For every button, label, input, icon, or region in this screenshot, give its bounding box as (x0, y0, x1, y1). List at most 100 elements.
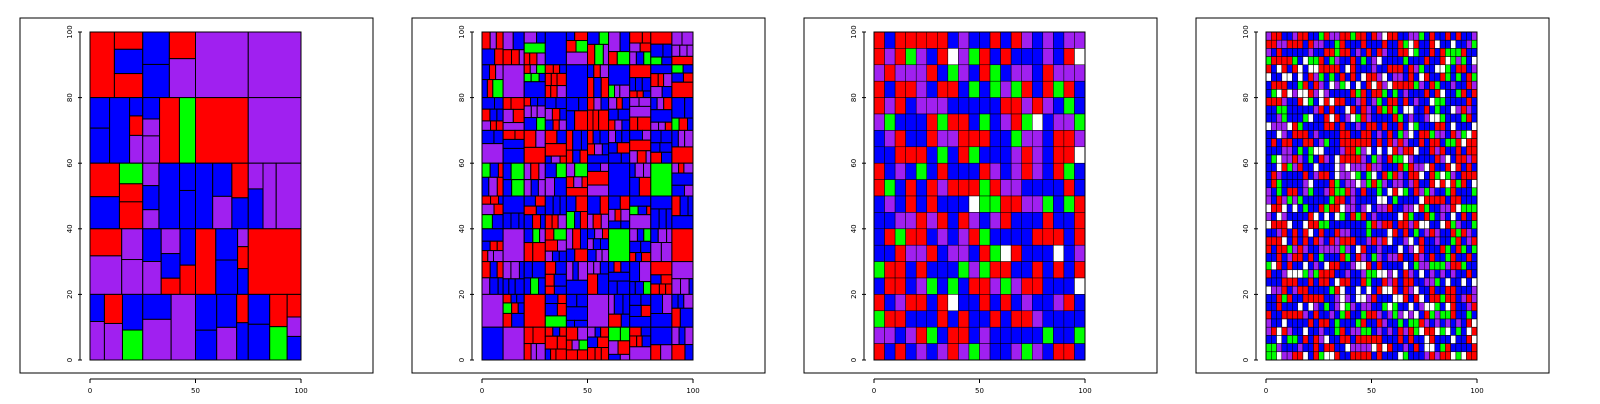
heatmap-cell (565, 279, 589, 295)
heatmap-cell (1350, 335, 1356, 344)
heatmap-cell (1286, 171, 1293, 180)
heatmap-cell (1265, 31, 1272, 41)
heatmap-cell (1439, 187, 1446, 197)
heatmap-cell (544, 72, 552, 87)
heatmap-cell (1350, 351, 1356, 361)
heatmap-cell (1418, 212, 1425, 221)
heatmap-cell (1387, 195, 1393, 205)
heatmap-cell (523, 117, 538, 131)
heatmap-cell (926, 195, 938, 213)
heatmap-cell (1387, 261, 1393, 271)
heatmap-cell (1271, 253, 1277, 262)
plot-area-border (873, 31, 1086, 361)
heatmap-cell (1460, 253, 1467, 262)
heatmap-cell (1297, 97, 1304, 107)
heatmap-cell (1365, 343, 1372, 353)
heatmap-cell (518, 212, 525, 230)
heatmap-cell (1297, 179, 1304, 189)
heatmap-cell (1313, 72, 1319, 82)
heatmap-cell (1307, 89, 1314, 98)
heatmap-cell (1439, 171, 1446, 180)
heatmap-cell (1445, 89, 1451, 98)
heatmap-cell (1450, 277, 1457, 287)
heatmap-cell (1413, 253, 1420, 262)
heatmap-cell (1360, 154, 1367, 164)
heatmap-cell (1381, 171, 1388, 180)
heatmap-cell (979, 326, 991, 344)
heatmap-cell (1281, 89, 1288, 98)
heatmap-cell (989, 326, 1001, 344)
heatmap-cell (1402, 253, 1409, 262)
heatmap-cell (1292, 154, 1298, 164)
y-tick-label: 100 (66, 25, 74, 38)
heatmap-cell (574, 248, 589, 263)
heatmap-cell (1329, 294, 1335, 303)
heatmap-cell (1265, 335, 1272, 344)
heatmap-cell (502, 179, 513, 197)
heatmap-cell (1402, 244, 1409, 254)
heatmap-cell (587, 162, 602, 172)
heatmap-cell (1281, 130, 1288, 139)
heatmap-cell (1371, 179, 1378, 189)
heatmap-cell (1466, 113, 1472, 123)
heatmap-cell (1276, 343, 1283, 353)
heatmap-cell (212, 195, 233, 230)
heatmap-cell (195, 97, 249, 164)
heatmap-cell (1318, 269, 1325, 279)
heatmap-cell (1434, 97, 1441, 107)
heatmap-cell (1371, 261, 1378, 271)
heatmap-cell (635, 51, 645, 66)
heatmap-cell (1424, 64, 1430, 74)
heatmap-cell (1286, 72, 1293, 82)
heatmap-cell (1053, 228, 1065, 246)
panel-frame (803, 17, 1158, 374)
heatmap-cell (502, 261, 512, 280)
heatmap-cell (544, 315, 567, 328)
heatmap-cell (575, 40, 589, 53)
heatmap-cell (1376, 244, 1383, 254)
heatmap-cell (608, 31, 621, 53)
heatmap-cell (1286, 203, 1293, 213)
heatmap-cell (1392, 294, 1399, 303)
heatmap-cell (926, 244, 938, 262)
heatmap-cell (1460, 138, 1467, 148)
heatmap-cell (1402, 48, 1409, 57)
heatmap-cell (629, 261, 641, 283)
heatmap-cell (1265, 130, 1272, 139)
heatmap-cell (1323, 351, 1330, 361)
heatmap-cell (1397, 285, 1404, 295)
heatmap-cell (1350, 80, 1356, 90)
heatmap-cell (508, 278, 516, 295)
heatmap-cell (1460, 335, 1467, 344)
heatmap-cell (989, 130, 1001, 148)
heatmap-cell (544, 119, 554, 131)
heatmap-cell (1418, 39, 1425, 49)
heatmap-cell (894, 130, 906, 148)
heatmap-cell (1313, 302, 1319, 312)
heatmap-cell (556, 335, 567, 350)
heatmap-cell (572, 149, 581, 164)
heatmap-cell (1329, 203, 1335, 213)
heatmap-cell (1455, 212, 1462, 221)
heatmap-cell (1329, 154, 1335, 164)
heatmap-cell (657, 73, 665, 88)
heatmap-cell (1292, 187, 1298, 197)
heatmap-cell (1413, 212, 1420, 221)
heatmap-cell (1429, 269, 1436, 279)
heatmap-cell (1329, 253, 1335, 262)
heatmap-cell (1053, 113, 1065, 131)
heatmap-cell (650, 293, 664, 314)
heatmap-cell (1418, 105, 1425, 115)
heatmap-cell (1302, 310, 1309, 320)
heatmap-cell (1265, 56, 1272, 66)
heatmap-cell (1365, 154, 1372, 164)
heatmap-cell (502, 293, 512, 304)
heatmap-cell (1371, 56, 1378, 66)
heatmap-cell (1063, 97, 1075, 115)
heatmap-cell (650, 208, 660, 230)
heatmap-cell (1408, 179, 1414, 189)
heatmap-cell (481, 129, 495, 145)
x-tick-label: 100 (1078, 387, 1091, 395)
heatmap-cell (620, 261, 631, 273)
heatmap-cell (1021, 277, 1033, 295)
